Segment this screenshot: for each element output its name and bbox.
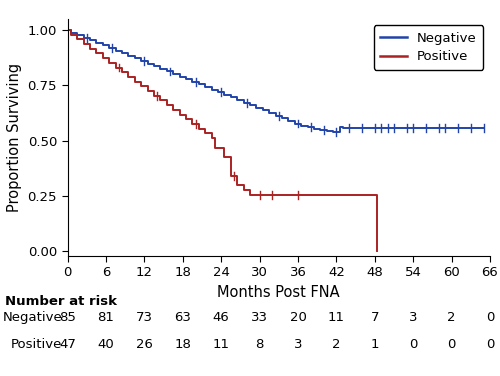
Text: 11: 11 xyxy=(328,311,345,324)
Positive xyxy=(183,117,189,121)
Positive xyxy=(295,193,301,197)
Negative xyxy=(64,27,70,32)
Text: Negative: Negative xyxy=(3,311,62,324)
Positive xyxy=(282,193,288,197)
Text: 46: 46 xyxy=(213,311,230,324)
Positive xyxy=(256,193,262,197)
Text: 11: 11 xyxy=(212,338,230,350)
Text: 73: 73 xyxy=(136,311,153,324)
Positive xyxy=(247,193,253,197)
X-axis label: Months Post FNA: Months Post FNA xyxy=(218,285,340,300)
Negative xyxy=(330,130,336,135)
Positive xyxy=(222,155,228,159)
Positive xyxy=(106,61,112,65)
Positive xyxy=(68,32,73,37)
Text: 3: 3 xyxy=(294,338,302,350)
Positive xyxy=(240,188,246,192)
Positive xyxy=(119,70,125,74)
Positive xyxy=(228,174,234,178)
Negative xyxy=(190,80,196,84)
Positive xyxy=(94,51,100,56)
Positive xyxy=(372,193,378,197)
Positive xyxy=(74,37,80,42)
Positive xyxy=(170,108,176,112)
Text: 0: 0 xyxy=(486,338,494,350)
Text: 2: 2 xyxy=(332,338,340,350)
Text: 7: 7 xyxy=(370,311,379,324)
Positive xyxy=(144,89,150,94)
Text: 20: 20 xyxy=(290,311,306,324)
Positive xyxy=(359,193,365,197)
Text: 85: 85 xyxy=(59,311,76,324)
Positive xyxy=(212,146,218,150)
Negative xyxy=(298,124,304,128)
Positive xyxy=(346,193,352,197)
Negative xyxy=(183,77,189,82)
Positive xyxy=(126,75,132,79)
Text: 2: 2 xyxy=(448,311,456,324)
Text: Number at risk: Number at risk xyxy=(5,295,117,308)
Positive xyxy=(138,84,144,89)
Negative xyxy=(158,67,164,71)
Text: 26: 26 xyxy=(136,338,153,350)
Line: Negative: Negative xyxy=(68,30,484,132)
Positive xyxy=(374,249,380,253)
Positive xyxy=(64,27,70,32)
Positive xyxy=(215,146,221,150)
Negative xyxy=(170,72,176,76)
Positive xyxy=(208,136,214,141)
Positive xyxy=(190,122,196,126)
Text: 40: 40 xyxy=(98,338,114,350)
Negative xyxy=(126,53,132,58)
Positive xyxy=(334,193,340,197)
Positive xyxy=(87,46,93,51)
Text: 81: 81 xyxy=(98,311,114,324)
Positive xyxy=(100,56,105,61)
Positive xyxy=(202,131,208,136)
Positive xyxy=(112,65,118,70)
Text: 47: 47 xyxy=(59,338,76,350)
Negative xyxy=(480,126,486,130)
Text: 0: 0 xyxy=(448,338,456,350)
Positive xyxy=(80,42,86,46)
Positive xyxy=(196,127,202,131)
Line: Positive: Positive xyxy=(68,30,376,251)
Positive xyxy=(308,193,314,197)
Positive xyxy=(270,193,276,197)
Y-axis label: Proportion Surviving: Proportion Surviving xyxy=(7,63,22,212)
Text: 0: 0 xyxy=(486,311,494,324)
Legend: Negative, Positive: Negative, Positive xyxy=(374,26,484,70)
Positive xyxy=(263,193,269,197)
Text: 63: 63 xyxy=(174,311,191,324)
Positive xyxy=(234,183,240,188)
Text: 1: 1 xyxy=(370,338,379,350)
Text: 33: 33 xyxy=(251,311,268,324)
Positive xyxy=(158,98,164,103)
Positive xyxy=(151,94,157,98)
Positive xyxy=(164,103,170,108)
Positive xyxy=(176,112,182,117)
Text: 18: 18 xyxy=(174,338,191,350)
Text: Positive: Positive xyxy=(11,338,63,350)
Positive xyxy=(320,193,326,197)
Text: 3: 3 xyxy=(409,311,418,324)
Text: 8: 8 xyxy=(256,338,264,350)
Text: 0: 0 xyxy=(409,338,418,350)
Positive xyxy=(132,79,138,84)
